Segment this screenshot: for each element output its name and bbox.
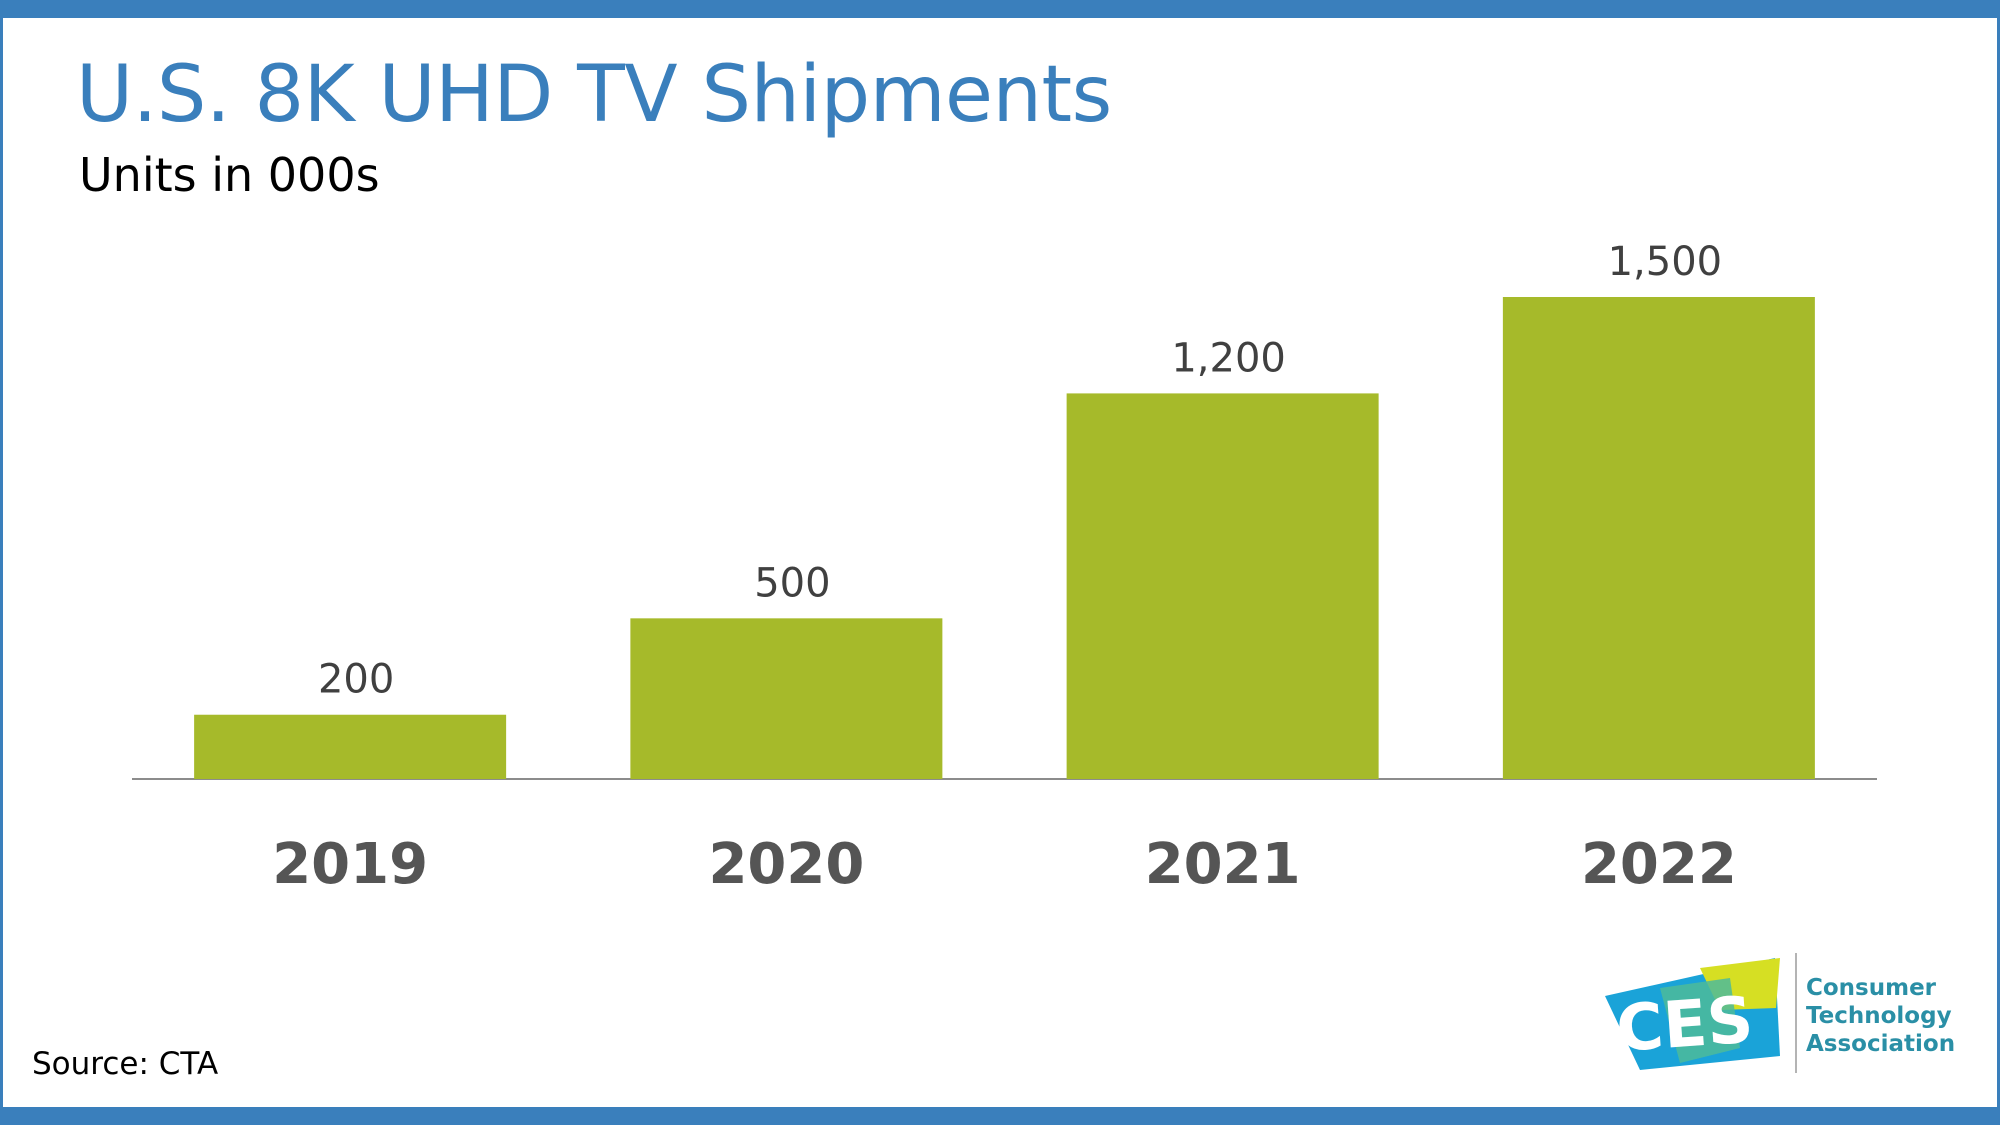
left-border (0, 0, 3, 1125)
ces-logo-icon: CES (1605, 953, 1797, 1073)
bar-2020 (630, 618, 943, 779)
data-label-2021: 1,200 (1171, 335, 1286, 381)
org-name-line-1: Consumer (1806, 975, 1937, 1001)
source-note: Source: CTA (32, 1046, 219, 1082)
org-name-line-2: Technology (1806, 1003, 1952, 1029)
bar-2021 (1066, 393, 1379, 779)
bottom-border (0, 1107, 2000, 1125)
data-label-2022: 1,500 (1608, 239, 1723, 285)
bar-2019 (194, 714, 507, 779)
x-tick-label-2019: 2019 (272, 832, 428, 897)
top-border (0, 0, 2000, 18)
x-tick-label-2021: 2021 (1145, 832, 1301, 897)
right-border (1997, 0, 2000, 1125)
organization-name: Consumer Technology Association (1806, 974, 1955, 1058)
bar-2022 (1502, 297, 1815, 779)
org-name-line-3: Association (1806, 1031, 1956, 1057)
data-label-2020: 500 (754, 560, 830, 606)
x-tick-label-2020: 2020 (708, 832, 864, 897)
x-tick-label-2022: 2022 (1581, 832, 1737, 897)
chart-title: U.S. 8K UHD TV Shipments (76, 50, 1112, 140)
ces-logo-text: CES (1614, 984, 1756, 1067)
chart-subtitle: Units in 000s (79, 148, 380, 202)
data-label-2019: 200 (318, 657, 394, 703)
